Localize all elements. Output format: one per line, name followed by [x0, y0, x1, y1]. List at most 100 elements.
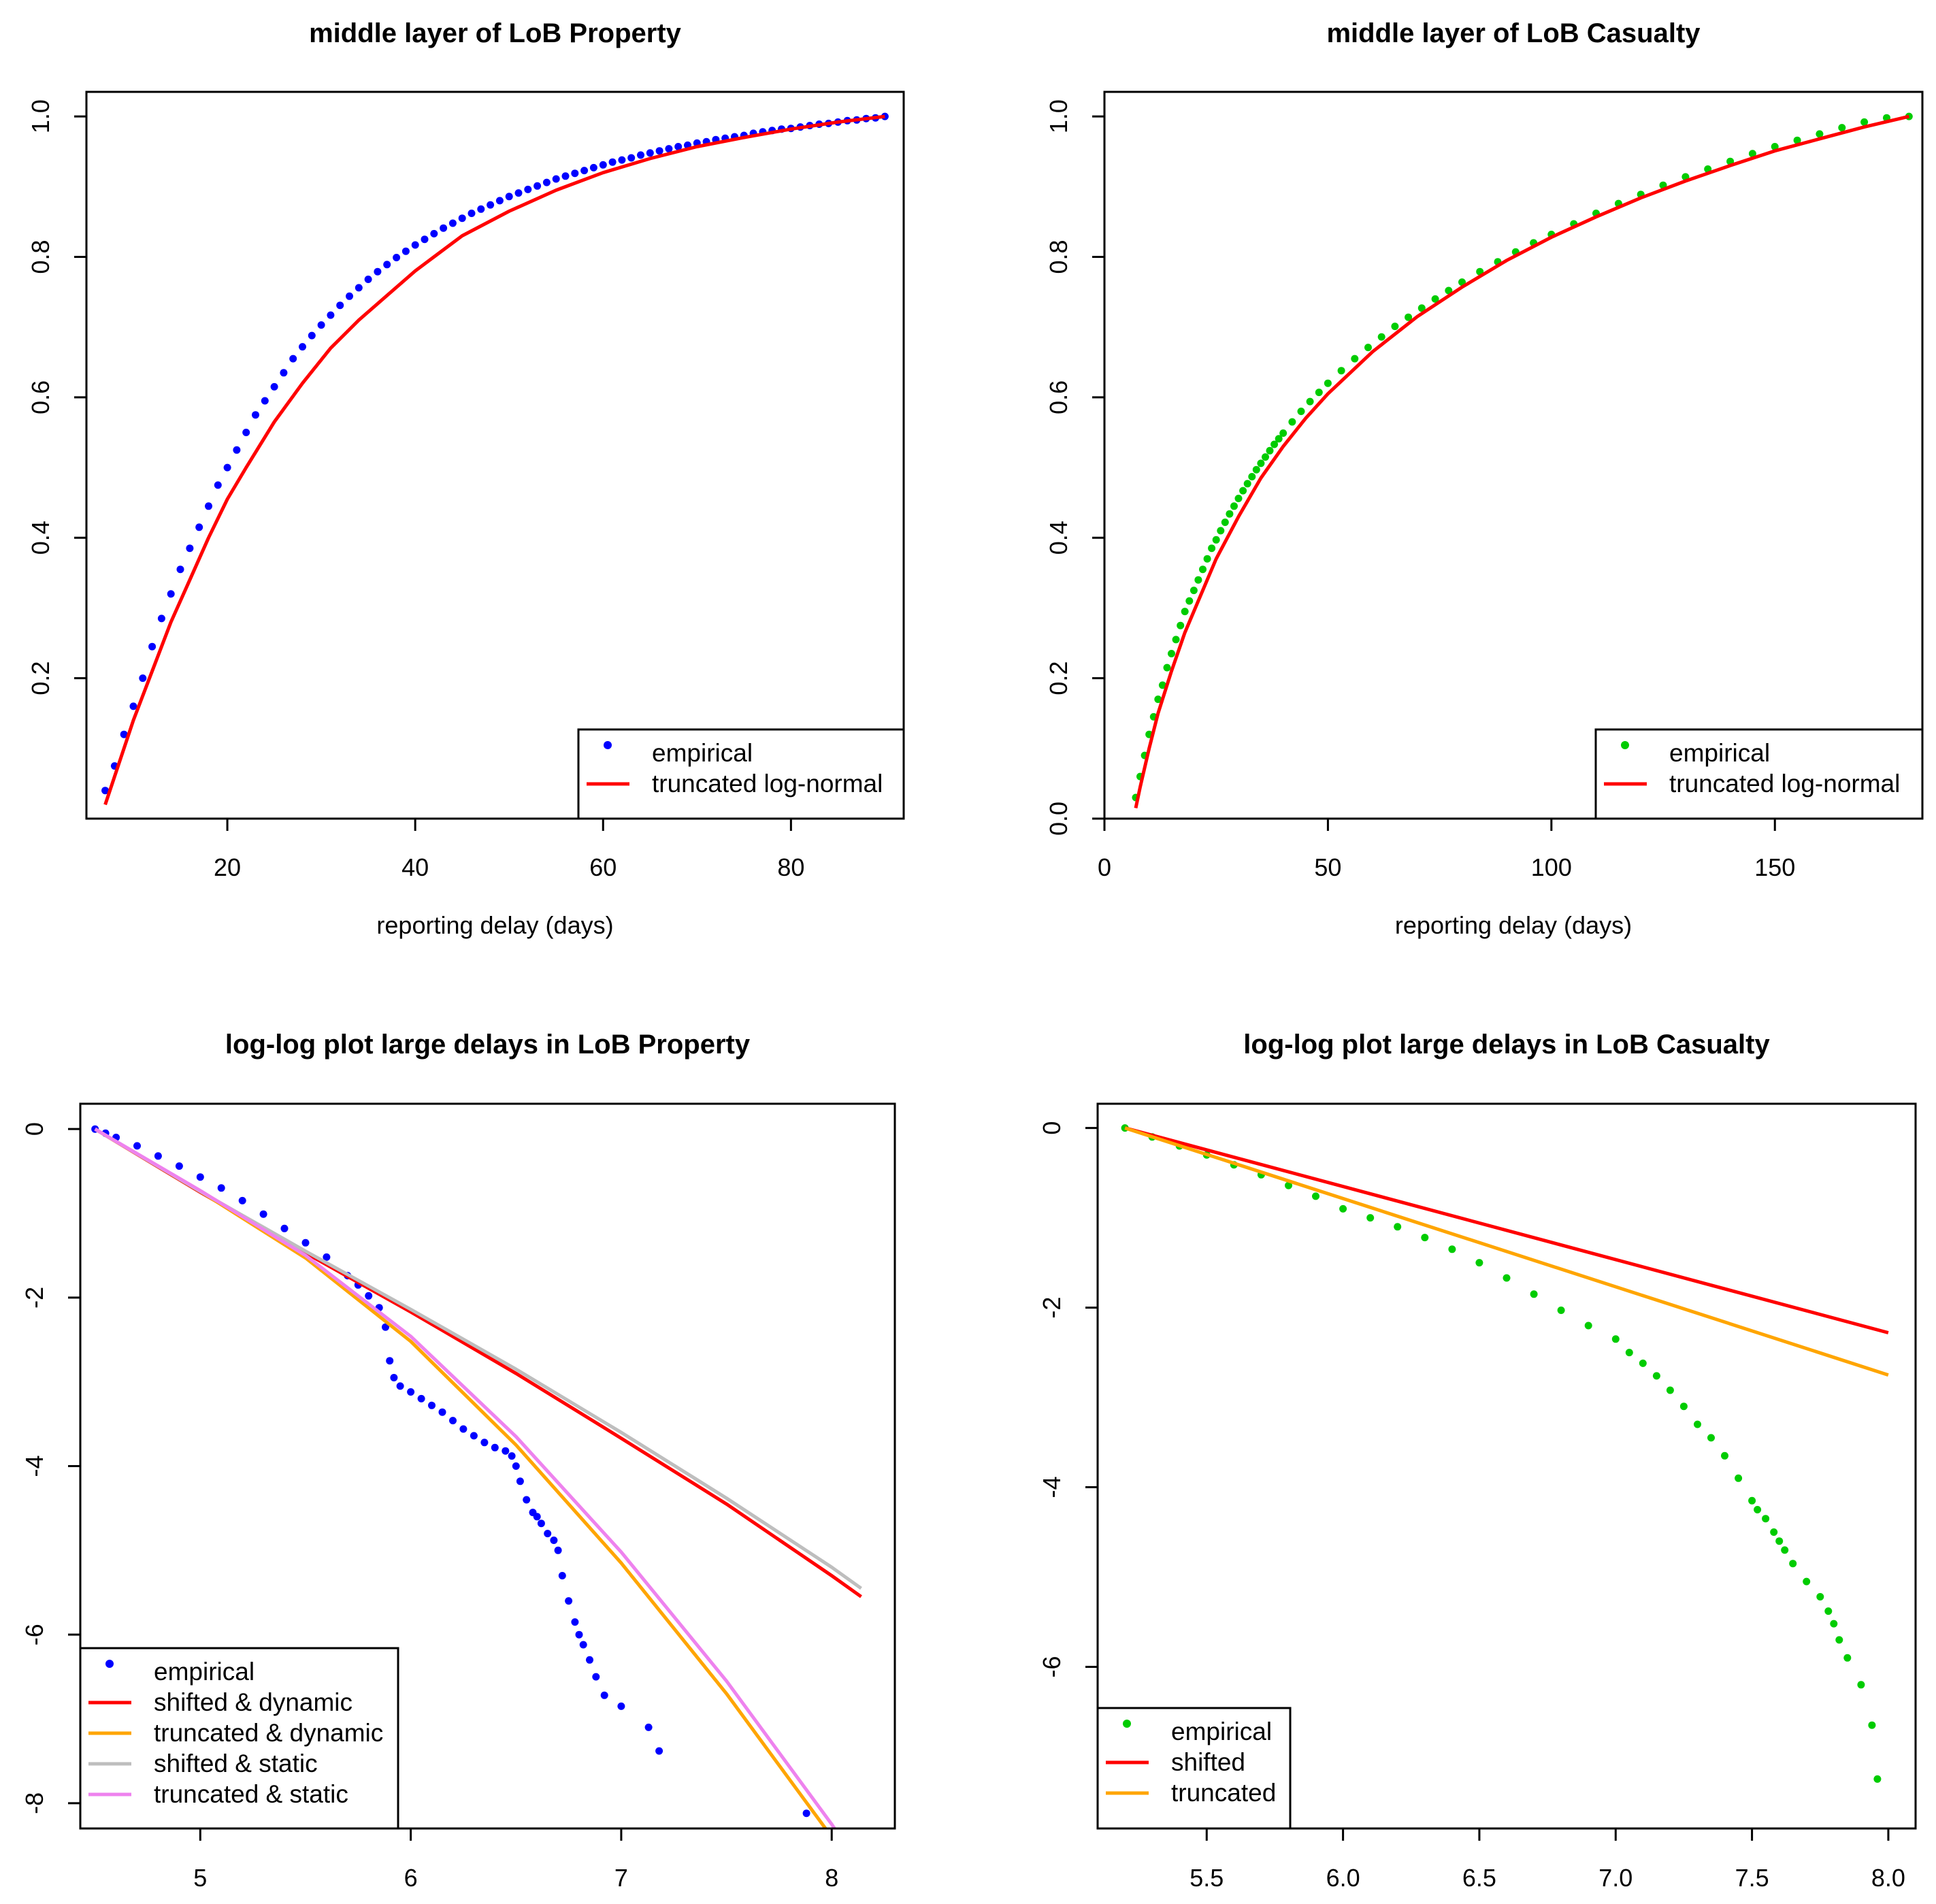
data-point — [223, 463, 231, 472]
chart-title: log-log plot large delays in LoB Casualt… — [1243, 1030, 1770, 1060]
data-point — [1639, 1359, 1647, 1367]
data-point — [154, 1152, 162, 1160]
chart-panel-4: log-log plot large delays in LoB Casualt… — [1038, 1030, 1917, 1892]
y-tick-label: 0.8 — [27, 240, 54, 274]
data-point — [1781, 1546, 1789, 1554]
data-point — [1679, 1402, 1688, 1411]
x-tick-label: 6.5 — [1462, 1864, 1496, 1892]
data-point — [1838, 124, 1846, 132]
plot-frame — [1096, 1102, 1917, 1830]
data-point — [1203, 555, 1211, 563]
chart-title: log-log plot large delays in LoB Propert… — [225, 1030, 751, 1060]
legend-item: truncated log-normal — [587, 770, 883, 798]
data-point — [1181, 608, 1189, 616]
data-point — [1312, 1192, 1319, 1200]
data-point — [558, 1572, 566, 1579]
data-point — [1234, 495, 1243, 502]
x-tick-label: 50 — [1314, 853, 1341, 881]
data-point — [1530, 1290, 1538, 1298]
chart-panel-2: middle layer of LoB Casualty 0 50 100 150 0.0… — [1045, 18, 1924, 939]
data-point — [480, 1439, 489, 1447]
legend-item: empirical — [1123, 1718, 1272, 1745]
legend-label: truncated & dynamic — [154, 1719, 383, 1747]
data-point — [646, 149, 654, 157]
data-point — [261, 397, 269, 405]
data-point — [382, 1323, 389, 1331]
data-point — [355, 284, 363, 292]
data-point — [802, 1809, 810, 1818]
data-point — [214, 481, 222, 489]
legend-label: empirical — [1171, 1718, 1272, 1745]
data-point — [393, 254, 401, 261]
y-tick-label: 1.0 — [27, 99, 54, 133]
data-point — [1279, 429, 1287, 437]
data-point — [514, 189, 523, 197]
series-truncated — [1124, 1126, 1889, 1377]
legend-swatch-point — [604, 741, 612, 749]
data-point — [1770, 1528, 1778, 1536]
data-point — [1315, 389, 1323, 397]
y-tick-label: 0.4 — [1045, 521, 1072, 555]
data-point — [120, 730, 128, 738]
y-tick-label: 0.0 — [1045, 802, 1072, 836]
data-point — [1557, 1307, 1565, 1314]
x-tick-label: 80 — [777, 853, 804, 881]
data-point — [1285, 1181, 1292, 1189]
data-point — [1448, 1245, 1456, 1253]
data-point — [552, 175, 560, 183]
data-point — [1158, 681, 1166, 689]
data-point — [1445, 286, 1453, 295]
data-point — [1257, 459, 1265, 467]
data-point — [1830, 1620, 1838, 1628]
y-tick-label: 0.2 — [1045, 661, 1072, 695]
legend-item: truncated — [1106, 1779, 1276, 1807]
legend-label: empirical — [652, 739, 753, 767]
data-point — [516, 1477, 524, 1486]
data-point — [589, 163, 597, 171]
data-point — [1584, 1322, 1592, 1330]
data-point — [195, 523, 203, 531]
data-point — [401, 247, 410, 255]
data-point — [430, 229, 438, 237]
data-point — [133, 1142, 141, 1150]
data-point — [449, 1417, 457, 1425]
x-tick-label: 7.5 — [1735, 1864, 1769, 1892]
data-point — [301, 1238, 310, 1247]
data-point — [508, 1452, 516, 1460]
data-point — [346, 292, 353, 300]
data-point — [1239, 487, 1247, 495]
data-point — [1721, 1451, 1728, 1460]
legend-item: shifted & dynamic — [88, 1688, 352, 1716]
data-point — [537, 1520, 545, 1528]
data-point — [252, 411, 259, 419]
data-point — [1824, 1607, 1833, 1615]
data-point — [242, 429, 250, 436]
data-point — [534, 182, 542, 190]
data-point — [579, 1641, 587, 1649]
series-empirical — [1121, 1124, 1882, 1783]
y-tick-label: -4 — [20, 1455, 48, 1477]
data-point — [1217, 527, 1225, 535]
data-point — [396, 1382, 404, 1390]
data-point — [280, 1224, 289, 1232]
data-point — [599, 161, 607, 169]
series-line — [1124, 1126, 1889, 1377]
data-point — [1748, 150, 1756, 158]
data-point — [1707, 1434, 1715, 1442]
data-point — [139, 674, 147, 683]
data-point — [364, 276, 372, 283]
legend-swatch-point — [1123, 1720, 1131, 1728]
data-point — [383, 261, 391, 269]
plot-frame — [85, 91, 905, 820]
data-point — [1168, 650, 1175, 657]
data-point — [1843, 1654, 1852, 1662]
data-point — [1611, 1335, 1620, 1343]
data-point — [600, 1691, 608, 1699]
data-point — [637, 151, 644, 159]
data-point — [1762, 1515, 1770, 1523]
data-point — [644, 1723, 653, 1731]
series-truncated-log-normal — [103, 114, 885, 806]
data-point — [1288, 418, 1296, 426]
